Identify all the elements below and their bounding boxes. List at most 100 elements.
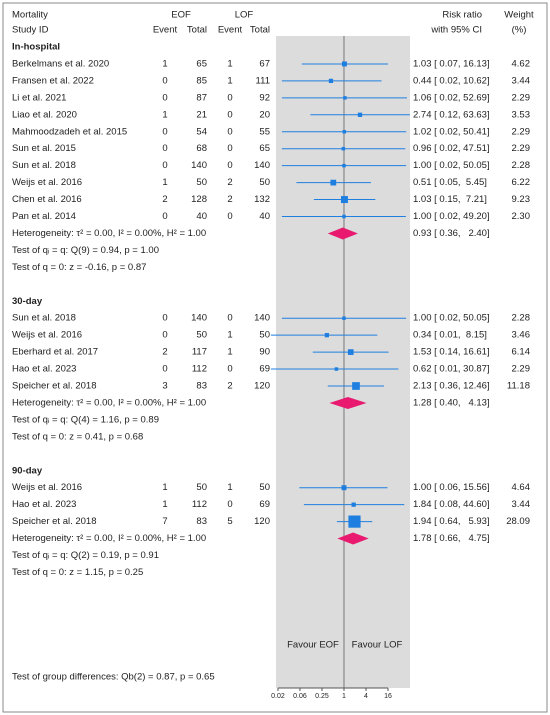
study-name: Weijs et al. 2016	[12, 177, 82, 188]
header: with 95% CI	[430, 25, 482, 36]
weight-label: 3.44	[512, 75, 531, 86]
lof-total: 55	[259, 126, 270, 137]
pooled-label: 1.28 [ 0.40, 4.13]	[413, 397, 490, 408]
study-marker	[347, 349, 354, 355]
eof-event: 3	[162, 381, 167, 392]
eof-total: 50	[196, 482, 207, 493]
study-marker	[348, 515, 361, 528]
test-qi: Test of qᵢ = q: Q(9) = 0.94, p = 1.00	[12, 245, 159, 256]
weight-label: 9.23	[512, 194, 531, 205]
header: Mortality	[12, 10, 48, 21]
subgroup-title: 90-day	[12, 465, 43, 476]
test-zero: Test of q = 0: z = -0.16, p = 0.87	[12, 262, 146, 273]
study-name: Hao et al. 2023	[12, 364, 76, 375]
plot-area	[276, 36, 410, 688]
effect-label: 1.03 [ 0.15, 7.21]	[413, 194, 487, 205]
lof-event: 0	[227, 109, 232, 120]
weight-label: 6.14	[512, 347, 531, 358]
eof-total: 87	[196, 92, 207, 103]
lof-event: 5	[227, 516, 232, 527]
lof-total: 120	[254, 516, 270, 527]
eof-total: 50	[196, 177, 207, 188]
study-name: Fransen et al. 2022	[12, 75, 94, 86]
header: LOF	[235, 10, 254, 21]
study-name: Li et al. 2021	[12, 92, 66, 103]
weight-label: 11.18	[507, 381, 530, 392]
weight-label: 4.62	[512, 58, 531, 69]
lof-event: 2	[227, 177, 232, 188]
lof-total: 90	[259, 347, 270, 358]
header: Total	[250, 25, 270, 36]
study-marker	[351, 502, 356, 507]
study-name: Speicher et al. 2018	[12, 516, 97, 527]
eof-event: 0	[162, 211, 167, 222]
effect-label: 2.74 [ 0.12, 63.63]	[413, 109, 490, 120]
lof-event: 1	[227, 347, 232, 358]
lof-total: 50	[259, 330, 270, 341]
header: (%)	[512, 25, 527, 36]
effect-label: 1.00 [ 0.02, 50.05]	[413, 160, 490, 171]
effect-label: 0.96 [ 0.02, 47.51]	[413, 143, 490, 154]
lof-event: 0	[227, 126, 232, 137]
pooled-diamond	[327, 227, 358, 240]
lof-event: 0	[227, 143, 232, 154]
weight-label: 3.53	[512, 109, 531, 120]
study-marker	[352, 382, 360, 390]
eof-total: 83	[196, 381, 207, 392]
weight-label: 2.29	[512, 364, 531, 375]
effect-label: 0.62 [ 0.01, 30.87]	[413, 364, 490, 375]
weight-label: 3.46	[512, 330, 531, 341]
effect-label: 0.44 [ 0.02, 10.62]	[413, 75, 490, 86]
favour-label: Favour LOF	[352, 640, 403, 651]
group-test: Test of group differences: Qb(2) = 0.87,…	[12, 672, 215, 683]
pooled-label: 1.78 [ 0.66, 4.75]	[413, 533, 490, 544]
eof-event: 1	[162, 482, 167, 493]
study-name: Liao et al. 2020	[12, 109, 77, 120]
study-marker	[330, 179, 337, 186]
lof-total: 40	[259, 211, 270, 222]
heterogeneity: Heterogeneity: τ² = 0.00, I² = 0.00%, H²…	[12, 397, 206, 408]
lof-total: 132	[254, 194, 270, 205]
eof-event: 2	[162, 347, 167, 358]
test-qi: Test of qᵢ = q: Q(2) = 0.19, p = 0.91	[12, 550, 159, 561]
eof-total: 140	[191, 313, 207, 324]
study-marker	[341, 485, 347, 491]
heterogeneity: Heterogeneity: τ² = 0.00, I² = 0.00%, H²…	[12, 228, 206, 239]
eof-total: 128	[191, 194, 207, 205]
effect-label: 1.84 [ 0.08, 44.60]	[413, 499, 490, 510]
x-tick-label: 1	[342, 693, 346, 700]
favour-label: Favour EOF	[287, 640, 339, 651]
header: Weight	[504, 10, 534, 21]
lof-event: 0	[227, 313, 232, 324]
study-marker	[342, 316, 346, 320]
study-name: Hao et al. 2023	[12, 499, 76, 510]
eof-total: 50	[196, 330, 207, 341]
x-tick-label: 16	[384, 693, 392, 700]
study-marker	[357, 112, 363, 117]
eof-event: 1	[162, 499, 167, 510]
lof-event: 1	[227, 330, 232, 341]
lof-event: 0	[227, 499, 232, 510]
header: Event	[218, 25, 243, 36]
x-tick-label: 4	[364, 693, 368, 700]
lof-event: 0	[227, 364, 232, 375]
eof-total: 83	[196, 516, 207, 527]
effect-label: 0.34 [ 0.01, 8.15]	[413, 330, 487, 341]
test-zero: Test of q = 0: z = 0.41, p = 0.68	[12, 431, 143, 442]
eof-event: 0	[162, 330, 167, 341]
lof-event: 2	[227, 194, 232, 205]
weight-label: 2.28	[512, 160, 531, 171]
study-marker	[341, 146, 346, 151]
study-marker	[334, 367, 339, 371]
weight-label: 2.29	[512, 92, 531, 103]
effect-label: 1.00 [ 0.06, 15.56]	[413, 482, 490, 493]
study-marker	[341, 61, 347, 67]
lof-total: 69	[259, 499, 270, 510]
effect-label: 0.51 [ 0.05, 5.45]	[413, 177, 487, 188]
header: Total	[187, 25, 207, 36]
study-name: Mahmoodzadeh et al. 2015	[12, 126, 127, 137]
study-name: Sun et al. 2018	[12, 313, 76, 324]
weight-label: 2.30	[512, 211, 531, 222]
lof-event: 1	[227, 75, 232, 86]
